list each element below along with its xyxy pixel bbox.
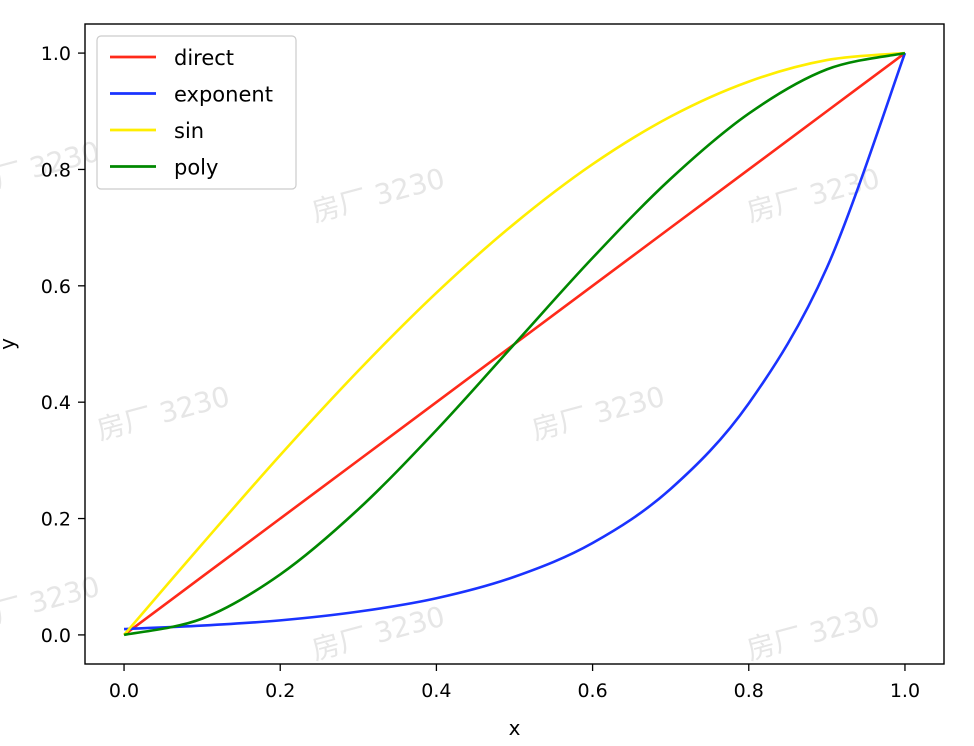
y-axis-label: y xyxy=(0,338,19,350)
x-tick-label: 0.4 xyxy=(421,680,451,702)
watermark-text: 房厂 3230 xyxy=(528,0,668,5)
x-tick-label: 0.6 xyxy=(577,680,607,702)
y-tick-label: 0.8 xyxy=(41,159,71,181)
x-axis-label: x xyxy=(509,716,521,740)
watermark-text: 房厂 3230 xyxy=(528,380,668,447)
series-line-sin xyxy=(123,51,906,636)
series-line-exponent xyxy=(123,52,907,631)
watermark-text: 房厂 3230 xyxy=(93,380,233,447)
x-tick-label: 1.0 xyxy=(890,680,920,702)
watermark-text: 房厂 3230 xyxy=(743,600,883,667)
y-tick-label: 1.0 xyxy=(41,43,71,65)
x-tick-label: 0.0 xyxy=(109,680,139,702)
y-tick-label: 0.4 xyxy=(41,392,71,414)
legend-label-direct: direct xyxy=(174,46,234,70)
legend-label-exponent: exponent xyxy=(174,83,273,107)
x-tick-label: 0.8 xyxy=(734,680,764,702)
legend-label-sin: sin xyxy=(174,119,204,143)
series-layer xyxy=(123,51,907,637)
y-axis: 0.0 0.2 0.4 0.6 0.8 1.0 xyxy=(41,43,85,647)
x-tick-label: 0.2 xyxy=(265,680,295,702)
y-tick-label: 0.0 xyxy=(41,625,71,647)
watermark-text: 房厂 3230 xyxy=(93,0,233,5)
watermark-text: 房厂 3230 xyxy=(308,162,448,229)
series-line-poly xyxy=(123,51,906,637)
x-axis: 0.0 0.2 0.4 0.6 0.8 1.0 xyxy=(109,664,920,702)
legend-box xyxy=(96,35,297,190)
legend: direct exponent sin poly xyxy=(96,35,297,190)
y-tick-label: 0.2 xyxy=(41,509,71,531)
y-tick-label: 0.6 xyxy=(41,276,71,298)
plot-frame xyxy=(84,23,945,665)
legend-label-poly: poly xyxy=(174,156,218,180)
